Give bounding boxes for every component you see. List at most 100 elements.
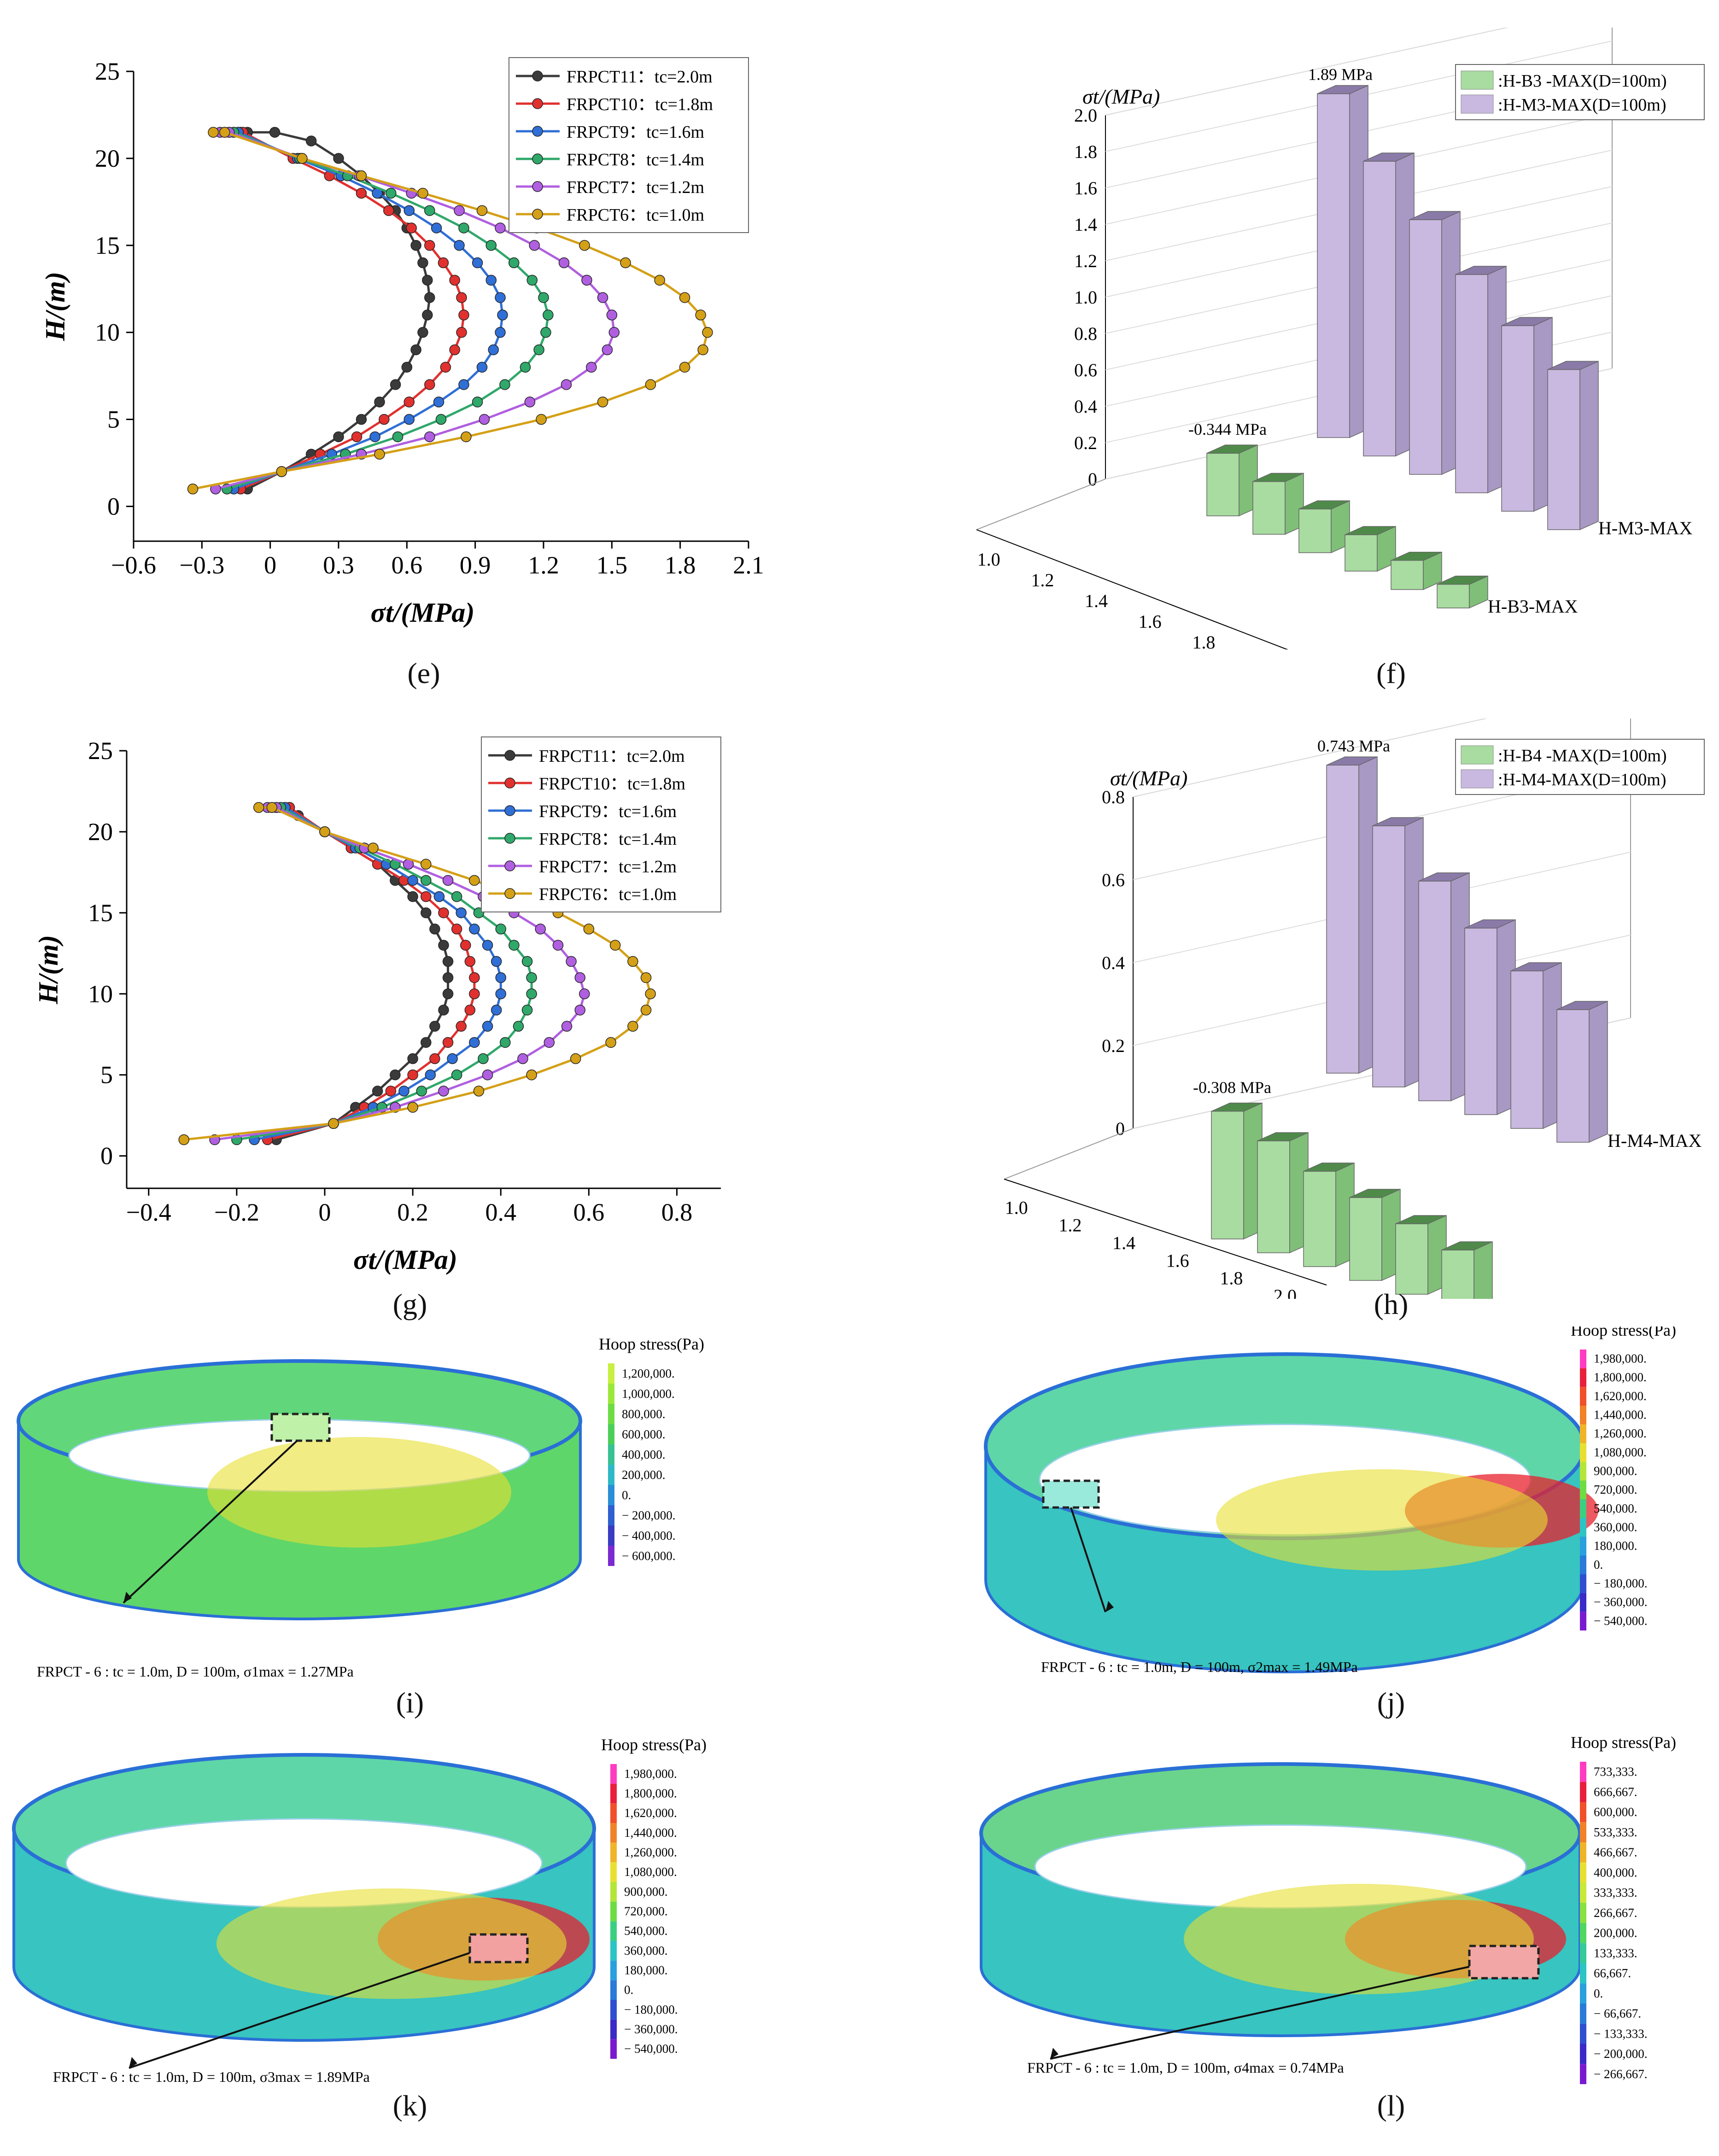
x-tick-label: −0.6 — [111, 551, 156, 579]
data-point — [208, 127, 219, 138]
data-point — [424, 379, 435, 390]
annotation-max: 0.743 MPa — [1317, 736, 1390, 755]
data-point — [403, 414, 415, 425]
colorbar-label: 180,000. — [624, 1963, 668, 1977]
data-point — [472, 397, 483, 408]
data-point — [540, 327, 551, 338]
bar-top — [1437, 575, 1488, 585]
colorbar-label: 720,000. — [624, 1905, 668, 1918]
data-point — [456, 907, 467, 918]
data-point — [403, 205, 415, 216]
data-point — [178, 1134, 189, 1145]
data-point — [561, 1021, 573, 1032]
data-point — [442, 956, 454, 967]
data-point — [460, 940, 471, 951]
panel-label-k: (k) — [392, 2089, 427, 2122]
contour-j: FRPCT - 6 : tc = 1.0m, D = 100m, σ2max =… — [984, 1326, 1676, 1675]
data-point — [485, 240, 497, 251]
colorbar-segment — [1580, 1903, 1586, 1923]
colorbar-label: 720,000. — [1594, 1483, 1637, 1496]
colorbar-label: 1,260,000. — [1594, 1426, 1647, 1440]
colorbar-segment — [610, 1941, 617, 1961]
colorbar-segment — [1580, 1923, 1586, 1943]
data-point — [583, 923, 595, 935]
legend-label: :H-B4 -MAX(D=100m) — [1498, 746, 1667, 765]
data-point — [424, 292, 435, 303]
legend-marker — [532, 209, 543, 220]
row-label: H-B4-MAX — [1492, 1296, 1583, 1299]
data-point — [570, 1053, 581, 1064]
x-tick-label: 0.4 — [485, 1198, 516, 1226]
legend-swatch — [1461, 94, 1494, 114]
data-point — [482, 1021, 493, 1032]
data-point — [509, 940, 520, 951]
x-axis — [1004, 1179, 1327, 1285]
colorbar-label: − 540,000. — [624, 2042, 678, 2056]
data-point — [401, 362, 413, 373]
colorbar-label: 800,000. — [622, 1407, 666, 1421]
colorbar-label: 66,667. — [1594, 1966, 1631, 1980]
z-tick-label: 0.2 — [1074, 432, 1097, 453]
x-tick-label: 2.0 — [1274, 1285, 1297, 1299]
x-tick-label: 0.9 — [460, 551, 491, 579]
data-point — [451, 891, 462, 902]
colorbar-segment — [1580, 1762, 1586, 1782]
data-point — [640, 972, 652, 983]
colorbar-label: − 360,000. — [624, 2022, 678, 2036]
colorbar-segment — [610, 1842, 617, 1863]
colorbar-segment — [1580, 1555, 1586, 1574]
data-point — [605, 1037, 616, 1048]
data-point — [627, 956, 638, 967]
legend-label: FRPCT11：tc=2.0m — [539, 747, 685, 766]
data-point — [517, 1053, 528, 1064]
z-tick-label: 0 — [1116, 1118, 1125, 1139]
data-point — [429, 1021, 440, 1032]
x-tick-label: 0 — [319, 1198, 331, 1226]
colorbar-label: 1,800,000. — [1594, 1370, 1647, 1384]
data-point — [417, 257, 428, 269]
warm-zone — [207, 1437, 511, 1548]
bar-top — [1409, 211, 1461, 220]
data-point — [495, 222, 506, 234]
bar-front — [1501, 325, 1534, 512]
data-point — [422, 275, 433, 286]
contour-k: FRPCT - 6 : tc = 1.0m, D = 100m, σ3max =… — [12, 1736, 707, 2085]
data-point — [449, 344, 460, 356]
data-point — [407, 1102, 418, 1113]
colorbar-segment — [1580, 1424, 1586, 1443]
y-tick-label: 10 — [95, 319, 120, 346]
data-point — [495, 988, 506, 999]
data-point — [513, 1021, 524, 1032]
bar-front — [1345, 534, 1378, 572]
caption: FRPCT - 6 : tc = 1.0m, D = 100m, σ3max =… — [53, 2068, 370, 2085]
bar-top — [1206, 444, 1258, 454]
colorbar-label: 1,080,000. — [624, 1865, 677, 1879]
colorbar-label: 1,080,000. — [1594, 1445, 1647, 1459]
series-line-5 — [183, 806, 652, 1141]
legend-swatch — [1461, 745, 1494, 765]
colorbar-label: 1,200,000. — [622, 1367, 675, 1380]
x-tick-label: −0.3 — [179, 551, 224, 579]
data-point — [495, 923, 506, 935]
colorbar-label: 180,000. — [1594, 1539, 1637, 1553]
data-point — [606, 310, 618, 321]
arrow-head — [129, 2057, 137, 2068]
bar-front — [1326, 765, 1359, 1074]
arrow-head — [1105, 1601, 1114, 1612]
data-point — [390, 379, 401, 390]
data-point — [558, 257, 570, 269]
legend-title: Hoop stress(Pa) — [1571, 1736, 1676, 1752]
colorbar-label: 360,000. — [1594, 1520, 1637, 1534]
data-point — [482, 940, 493, 951]
colorbar-segment — [610, 1901, 617, 1922]
data-point — [574, 972, 585, 983]
data-point — [442, 875, 454, 886]
bar-front — [1206, 453, 1240, 516]
colorbar-segment — [1580, 1574, 1586, 1593]
panel-label-j: (j) — [1377, 1686, 1405, 1719]
data-point — [403, 397, 415, 408]
arrow-head — [1050, 2048, 1058, 2059]
data-point — [695, 310, 706, 321]
data-point — [442, 972, 454, 983]
legend-marker — [532, 181, 543, 192]
